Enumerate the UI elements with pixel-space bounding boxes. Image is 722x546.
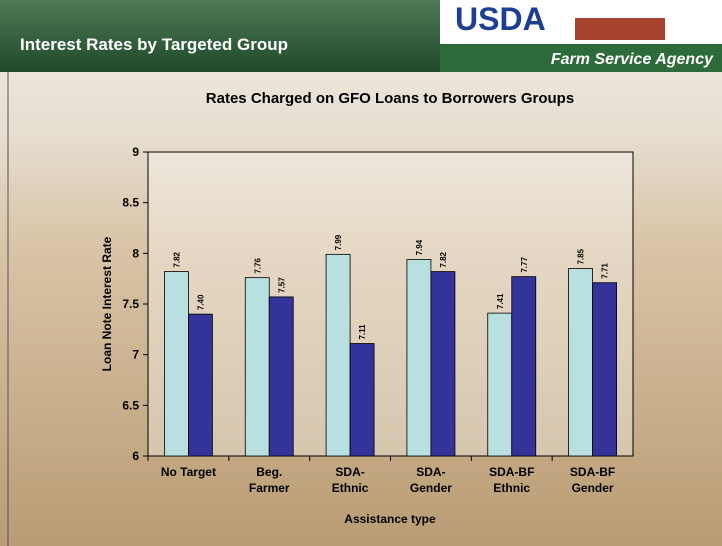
x-tick-label: SDA-BF (570, 465, 615, 479)
logo: USDA (455, 1, 546, 37)
x-tick-label: Ethnic (493, 481, 530, 495)
agency-name: Farm Service Agency (551, 51, 714, 68)
x-tick-label: SDA- (335, 465, 364, 479)
bar (407, 259, 431, 456)
chart-title: Rates Charged on GFO Loans to Borrowers … (206, 90, 574, 107)
bar (164, 272, 188, 456)
header-title: Interest Rates by Targeted Group (20, 35, 288, 54)
value-label: 7.82 (172, 251, 181, 267)
plot-area (148, 152, 633, 456)
value-label: 7.11 (358, 324, 367, 340)
value-label: 7.41 (496, 293, 505, 309)
bar (188, 314, 212, 456)
x-tick-label: SDA- (416, 465, 445, 479)
bar (569, 269, 593, 456)
bar (269, 297, 293, 456)
x-axis-label: Assistance type (344, 512, 436, 526)
bar (593, 283, 617, 456)
y-axis-label: Loan Note Interest Rate (100, 236, 114, 371)
page: Interest Rates by Targeted Group USDA Fa… (0, 0, 722, 546)
bar (512, 277, 536, 456)
x-tick-label: Farmer (249, 481, 290, 495)
barn-icon (575, 18, 665, 40)
value-label: 7.77 (520, 257, 529, 273)
value-label: 7.99 (334, 234, 343, 250)
x-tick-label: Beg. (256, 465, 282, 479)
value-label: 7.85 (577, 248, 586, 264)
y-tick-label: 9 (132, 145, 139, 159)
x-tick-label: Ethnic (332, 481, 369, 495)
y-tick-label: 8 (132, 246, 139, 260)
x-tick-label: Gender (572, 481, 614, 495)
x-tick-label: SDA-BF (489, 465, 534, 479)
slide: Interest Rates by Targeted Group USDA Fa… (0, 0, 722, 546)
x-tick-label: No Target (161, 465, 216, 479)
y-tick-label: 7 (132, 348, 139, 362)
bar (488, 313, 512, 456)
y-tick-label: 6.5 (122, 398, 139, 412)
bar (350, 344, 374, 456)
y-tick-label: 6 (132, 449, 139, 463)
value-label: 7.57 (277, 277, 286, 293)
y-tick-label: 7.5 (122, 297, 139, 311)
value-label: 7.40 (196, 294, 205, 310)
bar (326, 254, 350, 456)
value-label: 7.76 (253, 258, 262, 274)
x-tick-label: Gender (410, 481, 452, 495)
bar (245, 278, 269, 456)
value-label: 7.94 (415, 239, 424, 255)
value-label: 7.71 (601, 263, 610, 279)
y-tick-label: 8.5 (122, 196, 139, 210)
value-label: 7.82 (439, 251, 448, 267)
bar (431, 272, 455, 456)
